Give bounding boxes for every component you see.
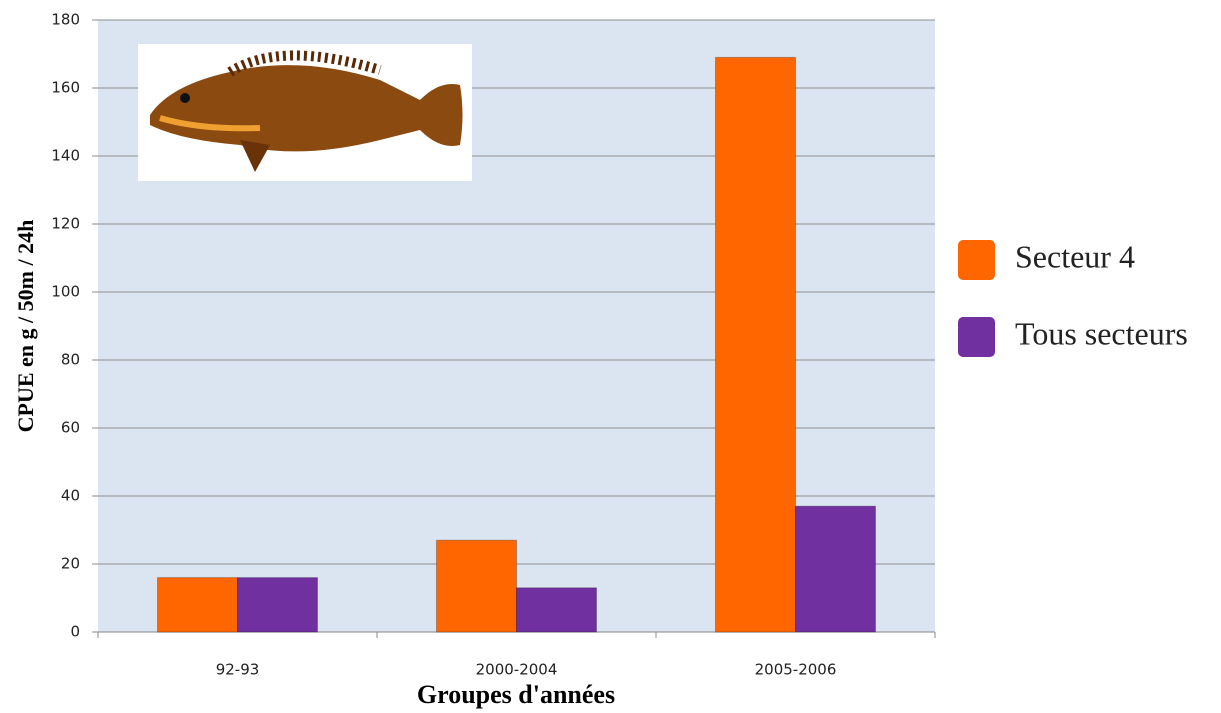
y-tick-label: 80 (61, 351, 80, 369)
fish-illustration (138, 44, 472, 181)
y-tick-label: 140 (51, 147, 80, 165)
bar (795, 505, 876, 633)
y-tick-label: 180 (51, 11, 80, 29)
bar (237, 577, 318, 633)
legend-label: Secteur 4 (1015, 238, 1135, 274)
y-tick-label: 100 (51, 283, 80, 301)
y-tick-label: 160 (51, 79, 80, 97)
x-axis-label: Groupes d'années (417, 680, 615, 709)
legend-label: Tous secteurs (1015, 315, 1188, 351)
y-tick-label: 20 (61, 555, 80, 573)
x-tick-label: 2005-2006 (755, 661, 837, 679)
legend-swatch (958, 240, 995, 280)
bar (157, 577, 238, 633)
bar (436, 539, 517, 633)
bar (715, 56, 796, 633)
y-tick-label: 120 (51, 215, 80, 233)
y-tick-label: 0 (70, 623, 80, 641)
x-tick-label: 2000-2004 (476, 661, 558, 679)
y-tick-label: 40 (61, 487, 80, 505)
x-tick-label: 92-93 (216, 661, 260, 679)
y-tick-label: 60 (61, 419, 80, 437)
legend-swatch (958, 317, 995, 357)
y-axis-label: CPUE en g / 50m / 24h (13, 220, 38, 433)
bar (516, 587, 597, 633)
